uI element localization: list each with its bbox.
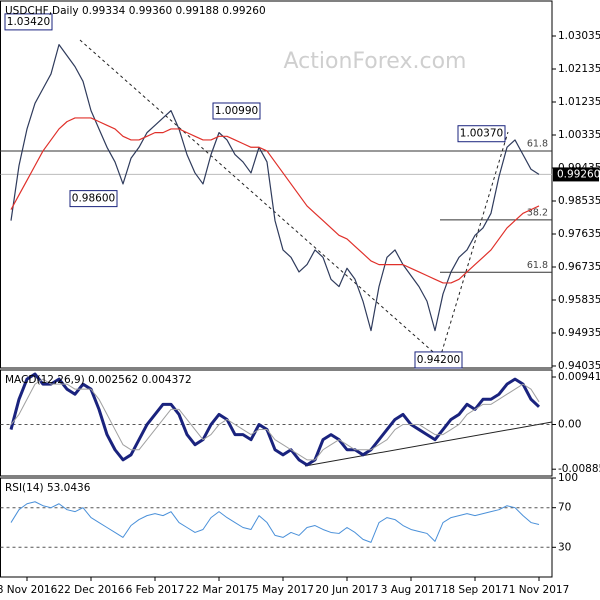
x-tick-label: 1 Nov 2017 — [509, 584, 570, 596]
y-tick-label: 1.00335 — [558, 129, 600, 141]
last-price-box — [553, 167, 599, 182]
price-label-box — [414, 351, 463, 369]
price-label-box — [457, 125, 506, 143]
panel-frame — [0, 0, 553, 369]
trend-line — [439, 131, 509, 359]
price-label: 0.94200 — [417, 354, 460, 366]
x-tick-label: 20 Jun 2017 — [315, 584, 378, 596]
y-tick-label: 100 — [558, 472, 578, 484]
series-line — [10, 501, 540, 543]
y-tick-label: 0.94035 — [558, 360, 600, 372]
x-tick-label: 6 Feb 2017 — [126, 584, 185, 596]
price-label: 1.00370 — [460, 128, 503, 140]
panel-title: USDCHF,Daily 0.99334 0.99360 0.99188 0.9… — [5, 5, 266, 17]
fib-label: 61.8 — [527, 260, 548, 271]
y-tick-label: 0.97635 — [558, 228, 600, 240]
series-line — [10, 44, 540, 332]
y-tick-label: 30 — [558, 541, 571, 553]
x-tick-label: 3 Aug 2017 — [381, 584, 442, 596]
price-label-box — [69, 190, 118, 208]
y-tick-label: 70 — [558, 502, 571, 514]
series-line — [10, 378, 540, 461]
fib-label: 38.2 — [527, 207, 548, 218]
y-tick-label: 0.96735 — [558, 261, 600, 273]
y-tick-label: 0.009411 — [558, 371, 600, 383]
x-tick-label: 18 Sep 2017 — [442, 584, 509, 596]
trend-line — [79, 39, 441, 359]
series-line — [9, 372, 541, 467]
series-line — [10, 117, 540, 284]
price-label: 1.03420 — [7, 16, 50, 28]
price-label-box — [212, 102, 261, 120]
y-tick-label: 1.01235 — [558, 96, 600, 108]
fib-label: 61.8 — [527, 138, 548, 149]
x-tick-label: 22 Mar 2017 — [186, 584, 253, 596]
panel-title: MACD(12,26,9) 0.002562 0.004372 — [5, 374, 192, 386]
last-price-label: 0.99260 — [557, 168, 600, 180]
panel-frame — [0, 477, 553, 578]
y-tick-label: 1.03035 — [558, 30, 600, 42]
y-tick-label: 0.00 — [558, 419, 581, 431]
price-label: 1.00990 — [215, 105, 258, 117]
trend-line — [304, 421, 553, 467]
price-label: 0.98600 — [72, 193, 115, 205]
panel-title: RSI(14) 53.0436 — [5, 482, 91, 494]
x-tick-label: 8 Nov 2016 — [0, 584, 58, 596]
y-tick-label: 0.98535 — [558, 195, 600, 207]
y-tick-label: 1.02135 — [558, 63, 600, 75]
y-tick-label: -0.008852 — [558, 463, 600, 475]
y-tick-label: 0.94935 — [558, 327, 600, 339]
price-label-box — [4, 13, 53, 31]
x-tick-label: 5 May 2017 — [252, 584, 314, 596]
y-tick-label: 0.95835 — [558, 294, 600, 306]
panel-frame — [0, 369, 553, 477]
x-tick-label: 22 Dec 2016 — [57, 584, 124, 596]
watermark: ActionForex.com — [284, 49, 467, 74]
